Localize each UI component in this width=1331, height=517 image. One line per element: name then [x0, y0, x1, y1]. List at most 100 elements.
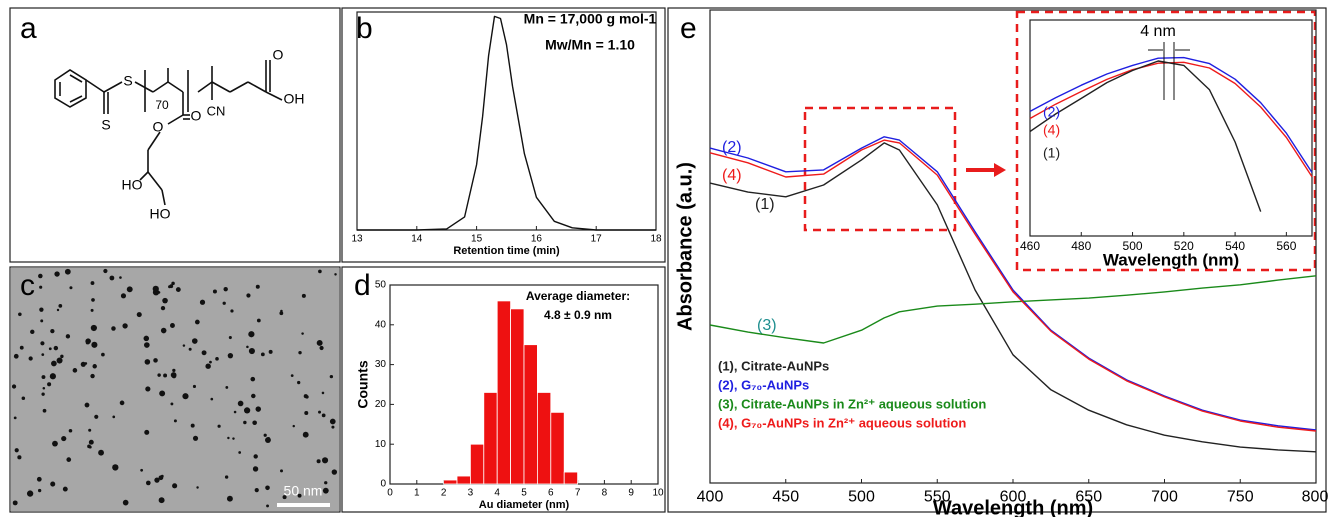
particle [39, 285, 43, 289]
x-axis-label: Au diameter (nm) [479, 499, 570, 511]
x-tick-label: 17 [591, 234, 603, 245]
x-tick-label: 2 [441, 488, 447, 499]
particle [175, 287, 181, 292]
particle [41, 375, 46, 379]
y-tick-label: 10 [375, 439, 387, 450]
particle [36, 476, 42, 482]
line-series [709, 136, 1317, 431]
particle [50, 328, 55, 334]
particle [101, 352, 105, 357]
particle [136, 312, 142, 318]
atom-label: 70 [155, 98, 169, 112]
particle [217, 424, 221, 428]
atom-label: HO [122, 177, 143, 193]
structure [54, 60, 283, 206]
particle [260, 352, 265, 357]
particle [252, 466, 259, 472]
particle [64, 268, 71, 275]
x-tick-label: 7 [575, 488, 581, 499]
legend-entry: (1), Citrate-AuNPs [718, 358, 829, 373]
particle [145, 386, 151, 392]
particle [61, 435, 67, 442]
particle [215, 357, 219, 361]
y-tick-label: 0 [380, 479, 386, 490]
particle [160, 327, 167, 334]
particle [265, 485, 270, 491]
particle [159, 390, 166, 397]
y-tick-label: 50 [375, 280, 387, 291]
particle [304, 411, 309, 416]
particle [228, 336, 232, 340]
particle [290, 374, 294, 377]
particle [126, 286, 133, 293]
annotation: Average diameter: [526, 289, 630, 303]
particle [160, 305, 166, 311]
x-tick-label: 540 [1225, 239, 1245, 253]
particle [143, 335, 150, 342]
particle [182, 393, 189, 400]
particle [56, 308, 60, 312]
annotation: Mn = 17,000 g mol-1 [524, 11, 657, 27]
particle [162, 297, 168, 304]
particle [160, 474, 164, 478]
particle [298, 350, 302, 355]
particle [233, 410, 237, 414]
particle [14, 448, 19, 453]
particle [232, 437, 235, 440]
particle [54, 271, 60, 277]
particle [253, 454, 258, 459]
particle [42, 387, 46, 390]
particle [144, 359, 151, 365]
particle [88, 439, 94, 445]
line-series [357, 15, 656, 231]
particle [182, 344, 186, 347]
particle [201, 350, 207, 356]
particle [302, 431, 309, 438]
particle [227, 436, 230, 440]
legend-entry: (4), G₇₀-AuNPs in Zn²⁺ aqueous solution [718, 415, 966, 430]
particle [205, 363, 211, 369]
particle [90, 308, 94, 312]
x-tick-label: 800 [1302, 489, 1329, 506]
particle [11, 384, 17, 389]
particle [188, 347, 192, 351]
legend-entry: (3), Citrate-AuNPs in Zn²⁺ aqueous solut… [718, 396, 986, 411]
particle [292, 424, 295, 428]
particle [84, 402, 90, 408]
panel-letter: e [680, 12, 697, 45]
x-tick-label: 6 [548, 488, 554, 499]
particle [13, 353, 19, 359]
particle [173, 419, 177, 423]
particle [17, 455, 22, 460]
x-tick-label: 400 [697, 489, 724, 506]
particle [98, 449, 104, 456]
particle [192, 384, 197, 389]
particle [26, 490, 34, 497]
scale-bar-label: 50 nm [284, 483, 323, 499]
particle [321, 457, 329, 464]
particle [119, 400, 125, 406]
particle [90, 373, 95, 379]
curve-label: (4) [722, 167, 742, 184]
particle [12, 500, 18, 506]
particle [152, 285, 159, 293]
particle [316, 459, 321, 464]
atom-label: S [101, 117, 110, 133]
particle [53, 345, 59, 351]
particle [72, 368, 78, 373]
particle [192, 435, 199, 441]
bar [496, 300, 512, 485]
particle [226, 495, 233, 502]
annotation: 4.8 ± 0.9 nm [544, 308, 612, 322]
bar [510, 308, 525, 485]
x-tick-label: 500 [1123, 239, 1143, 253]
particle [30, 329, 35, 335]
particle [120, 293, 127, 299]
particle [111, 326, 116, 331]
particle [324, 481, 328, 485]
particle [109, 275, 115, 281]
particle [170, 402, 174, 406]
particle [282, 495, 287, 500]
x-tick-label: 10 [652, 488, 664, 499]
particle [199, 299, 206, 305]
